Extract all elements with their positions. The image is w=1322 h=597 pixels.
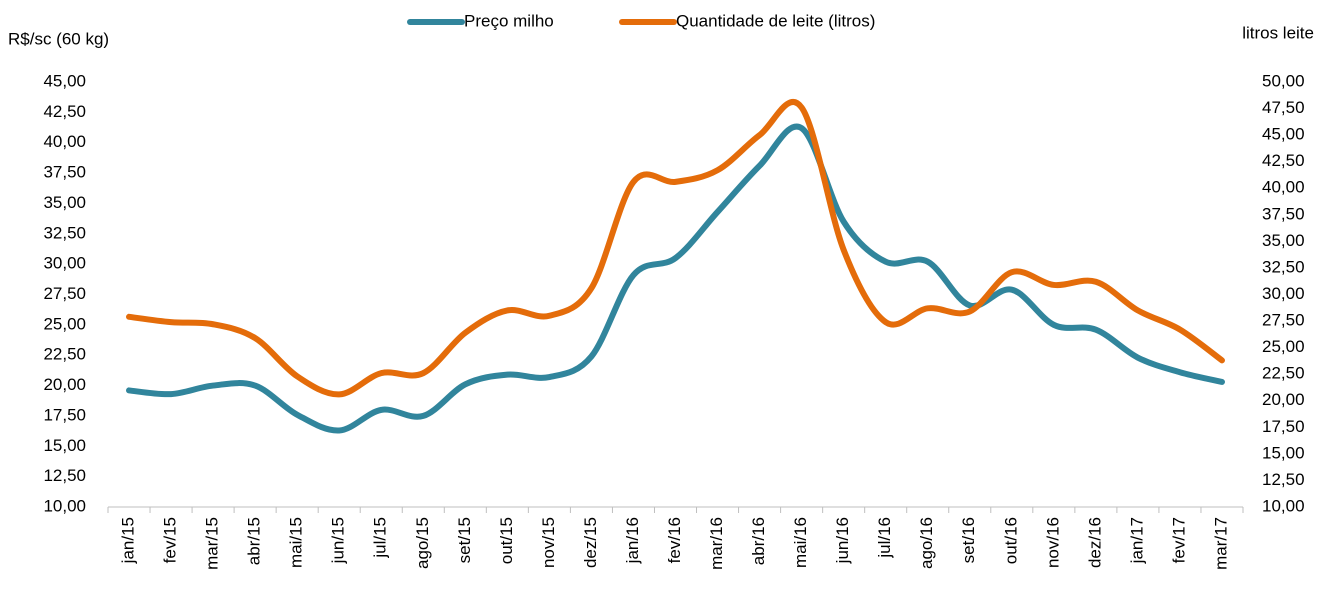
x-tick-label: out/16 xyxy=(1001,517,1020,564)
y2-tick-label: 50,00 xyxy=(1262,71,1305,90)
x-tick-label: ago/15 xyxy=(413,517,432,569)
y2-tick-label: 25,00 xyxy=(1262,337,1305,356)
y2-tick-label: 20,00 xyxy=(1262,390,1305,409)
y2-tick-label: 35,00 xyxy=(1262,231,1305,250)
x-tick-label: fev/17 xyxy=(1169,517,1188,563)
x-tick-label: mar/16 xyxy=(707,517,726,570)
series-line xyxy=(126,99,1225,398)
x-tick-label: nov/15 xyxy=(539,517,558,568)
x-tick-label: fev/16 xyxy=(665,517,684,563)
x-tick-label: jan/17 xyxy=(1127,517,1146,564)
y-tick-label: 30,00 xyxy=(43,254,86,273)
y2-tick-label: 42,50 xyxy=(1262,151,1305,170)
x-tick-label: nov/16 xyxy=(1043,517,1062,568)
y-tick-label: 25,00 xyxy=(43,314,86,333)
y2-tick-label: 45,00 xyxy=(1262,125,1305,144)
y2-tick-label: 15,00 xyxy=(1262,443,1305,462)
y2-tick-label: 47,50 xyxy=(1262,98,1305,117)
y2-tick-label: 17,50 xyxy=(1262,417,1305,436)
y2-tick-label: 27,50 xyxy=(1262,311,1305,330)
y2-tick-label: 10,00 xyxy=(1262,496,1305,515)
x-tick-label: mar/17 xyxy=(1211,517,1230,570)
y-tick-label: 27,50 xyxy=(43,284,86,303)
y2-tick-label: 40,00 xyxy=(1262,178,1305,197)
y2-tick-label: 32,50 xyxy=(1262,257,1305,276)
x-tick-label: jul/15 xyxy=(371,517,390,559)
x-tick-label: jan/16 xyxy=(623,517,642,564)
y-tick-label: 20,00 xyxy=(43,375,86,394)
y2-axis-title: litros leite xyxy=(1242,23,1314,42)
y-tick-label: 10,00 xyxy=(43,496,86,515)
x-tick-label: abr/15 xyxy=(245,517,264,565)
y-tick-label: 40,00 xyxy=(43,132,86,151)
x-tick-label: jun/16 xyxy=(833,517,852,564)
x-tick-label: mai/15 xyxy=(287,517,306,568)
x-tick-label: ago/16 xyxy=(917,517,936,569)
x-tick-label: set/15 xyxy=(455,517,474,563)
y-tick-label: 15,00 xyxy=(43,436,86,455)
x-tick-label: out/15 xyxy=(497,517,516,564)
y-tick-label: 37,50 xyxy=(43,163,86,182)
y-tick-label: 17,50 xyxy=(43,405,86,424)
y-tick-label: 35,00 xyxy=(43,193,86,212)
legend-label: Preço milho xyxy=(464,11,554,30)
x-tick-label: dez/16 xyxy=(1085,517,1104,568)
x-tick-label: mai/16 xyxy=(791,517,810,568)
x-tick-label: jun/15 xyxy=(329,517,348,564)
x-tick-label: fev/15 xyxy=(161,517,180,563)
x-tick-label: mar/15 xyxy=(203,517,222,570)
series-line xyxy=(126,123,1225,434)
x-tick-label: jul/16 xyxy=(875,517,894,559)
y2-tick-label: 37,50 xyxy=(1262,204,1305,223)
legend-label: Quantidade de leite (litros) xyxy=(676,11,875,30)
x-tick-label: set/16 xyxy=(959,517,978,563)
y-tick-label: 12,50 xyxy=(43,466,86,485)
y2-tick-label: 22,50 xyxy=(1262,364,1305,383)
y-axis-title: R$/sc (60 kg) xyxy=(8,29,109,48)
y-tick-label: 22,50 xyxy=(43,345,86,364)
y2-tick-label: 12,50 xyxy=(1262,470,1305,489)
y-tick-label: 42,50 xyxy=(43,102,86,121)
y2-tick-label: 30,00 xyxy=(1262,284,1305,303)
x-tick-label: abr/16 xyxy=(749,517,768,565)
y-tick-label: 45,00 xyxy=(43,71,86,90)
x-tick-label: dez/15 xyxy=(581,517,600,568)
y-tick-label: 32,50 xyxy=(43,223,86,242)
x-tick-label: jan/15 xyxy=(119,517,138,564)
